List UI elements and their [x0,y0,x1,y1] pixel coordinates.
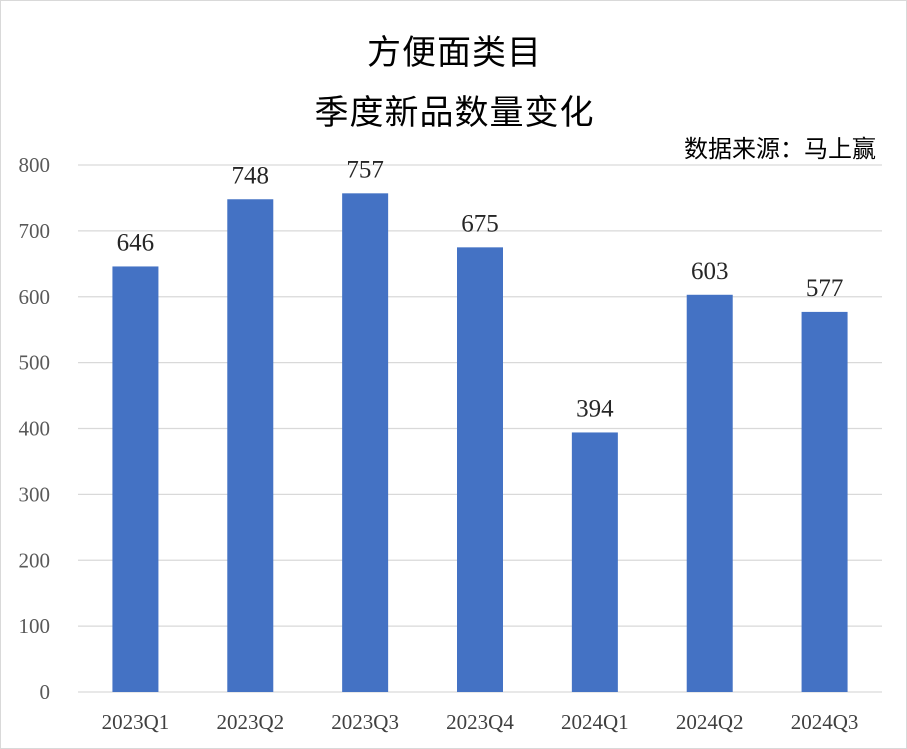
y-tick-label: 400 [19,417,51,441]
data-label: 675 [461,210,499,237]
x-tick-label: 2024Q3 [791,710,859,734]
bar [227,199,274,692]
y-tick-label: 100 [19,614,51,638]
chart-title-line2: 季度新品数量变化 [314,93,595,133]
data-label: 757 [346,156,384,183]
y-tick-label: 500 [19,351,51,375]
data-label: 394 [576,395,614,422]
x-tick-label: 2023Q4 [446,710,514,734]
x-tick-label: 2023Q1 [102,710,170,734]
bar [342,193,389,693]
bar [801,311,848,692]
data-source-label: 数据来源：马上赢 [684,135,876,163]
bar [686,294,733,692]
y-tick-label: 800 [19,153,51,177]
data-label: 748 [232,162,270,189]
x-tick-label: 2023Q2 [216,710,284,734]
chart-title-line1: 方便面类目 [367,33,542,73]
y-tick-label: 300 [19,482,51,506]
bar [571,432,618,692]
x-tick-label: 2024Q2 [676,710,744,734]
y-tick-label: 200 [19,548,51,572]
bar [457,247,503,692]
data-label: 603 [691,258,729,285]
data-label: 577 [806,275,844,302]
x-tick-label: 2024Q1 [561,710,629,734]
y-tick-label: 0 [40,680,51,704]
y-tick-label: 600 [19,285,51,309]
x-tick-label: 2023Q3 [331,710,399,734]
bar [112,266,159,692]
data-label: 646 [117,229,155,256]
y-tick-label: 700 [19,219,51,243]
